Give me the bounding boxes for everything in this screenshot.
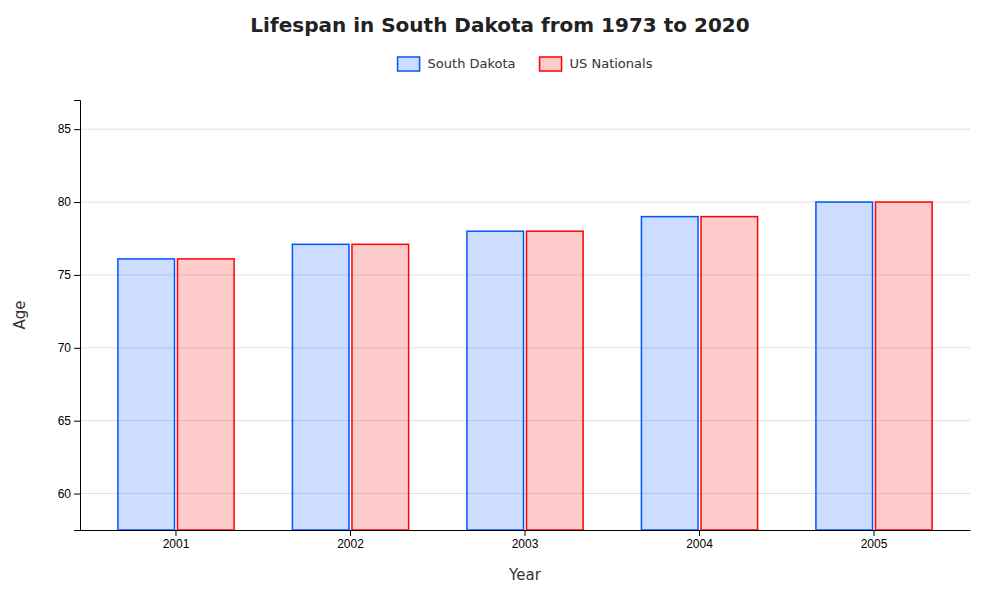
title: Lifespan in South Dakota from 1973 to 20…	[250, 13, 749, 37]
bar	[292, 244, 349, 530]
bar	[816, 202, 873, 530]
legend-label: US Nationals	[570, 56, 653, 71]
bar	[701, 217, 758, 530]
x-tick-mark	[350, 530, 351, 536]
x-tick-mark	[525, 530, 526, 536]
y-tick-mark	[74, 348, 80, 349]
x-tick-label: 2001	[163, 537, 190, 551]
x-tick-mark	[874, 530, 875, 536]
legend-item: US Nationals	[540, 56, 653, 71]
legend-swatch	[540, 57, 562, 71]
y-tick-label: 60	[58, 487, 72, 501]
y-tick-mark	[74, 421, 80, 422]
legend-label: South Dakota	[428, 56, 516, 71]
x-tick: 2002	[337, 530, 364, 551]
bar-series	[118, 202, 873, 530]
x-tick: 2005	[861, 530, 888, 551]
x-tick-label: 2003	[512, 537, 539, 551]
x-axis-title: Year	[508, 566, 542, 584]
bar	[876, 202, 933, 530]
x-tick-label: 2002	[337, 537, 364, 551]
x-tick: 2001	[163, 530, 190, 551]
legend: South Dakota US Nationals	[398, 56, 653, 71]
bar-series	[177, 202, 932, 530]
x-tick-mark	[699, 530, 700, 536]
y-tick-mark	[74, 129, 80, 130]
legend-item: South Dakota	[398, 56, 516, 71]
plot: 2001 2002 2003 2004 2005 60 65 70 75 80 85	[58, 101, 971, 551]
x-tick-mark	[175, 530, 176, 536]
x-tick: 2004	[686, 530, 713, 551]
y-tick-label: 75	[58, 268, 72, 282]
bar	[467, 231, 524, 530]
y-tick: 60	[58, 487, 80, 501]
y-axis-line	[74, 101, 81, 531]
y-tick-label: 65	[58, 414, 72, 428]
y-tick: 75	[58, 268, 80, 282]
y-axis-title: Age	[11, 300, 29, 329]
y-tick: 85	[58, 122, 80, 136]
x-tick-label: 2004	[686, 537, 713, 551]
bar	[177, 259, 234, 530]
y-tick-label: 85	[58, 122, 72, 136]
bar	[352, 244, 409, 530]
bars	[118, 202, 932, 530]
x-tick: 2003	[512, 530, 539, 551]
bar	[641, 217, 698, 530]
y-tick-mark	[74, 494, 80, 495]
y-tick: 80	[58, 195, 80, 209]
y-axis: 60 65 70 75 80 85	[58, 101, 81, 531]
y-tick-mark	[74, 275, 80, 276]
chart: 2001 2002 2003 2004 2005 60 65 70 75 80 85 Lifespan…	[0, 0, 1000, 600]
legend-swatch	[398, 57, 420, 71]
grid-line	[80, 129, 970, 130]
y-tick-label: 70	[58, 341, 72, 355]
bar	[526, 231, 583, 530]
y-tick-mark	[74, 202, 80, 203]
y-tick-label: 80	[58, 195, 72, 209]
bar	[118, 259, 175, 530]
x-axis: 2001 2002 2003 2004 2005	[81, 530, 971, 551]
y-tick: 65	[58, 414, 80, 428]
y-tick: 70	[58, 341, 80, 355]
x-tick-label: 2005	[861, 537, 888, 551]
